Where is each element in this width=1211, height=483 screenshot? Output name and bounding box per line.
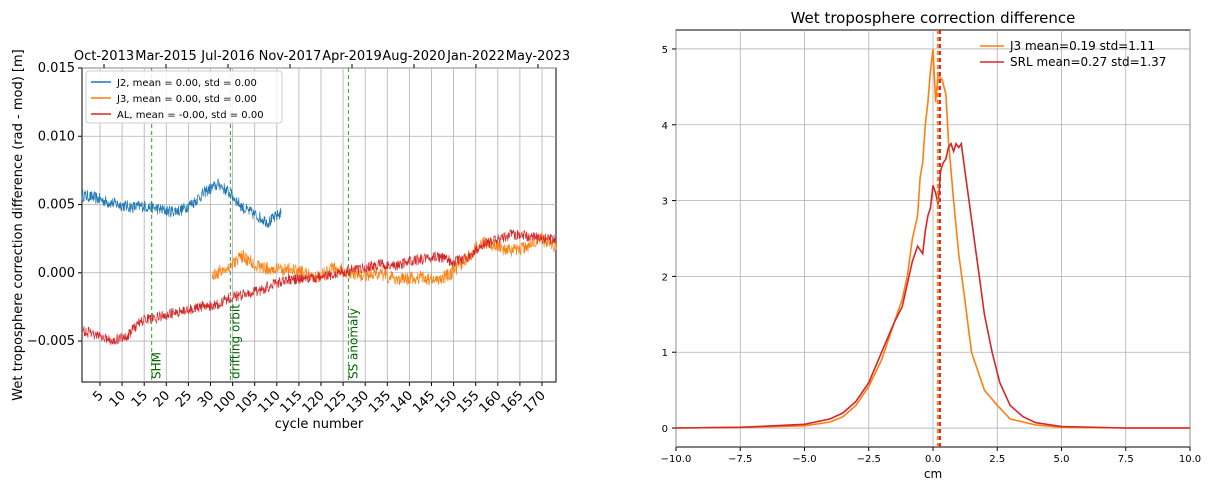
left-y-tick-label: −0.005 bbox=[27, 334, 75, 349]
left-top-tick-label: Aug-2020 bbox=[382, 49, 445, 64]
left-x-tick-label: 125 bbox=[322, 388, 350, 416]
right-legend-label: SRL mean=0.27 std=1.37 bbox=[1010, 55, 1166, 69]
left-series-line bbox=[212, 232, 557, 286]
right-x-tick-label: −5.0 bbox=[792, 454, 816, 465]
left-top-tick-label: Jan-2022 bbox=[446, 49, 505, 64]
left-x-tick-label: 10 bbox=[107, 388, 129, 410]
right-mean-lines bbox=[936, 30, 941, 447]
left-x-tick-label: 135 bbox=[366, 388, 394, 416]
left-top-ticks: Oct-2013 Mar-2015 Jul-2016 Nov-2017 Apr-2019… bbox=[74, 49, 570, 68]
right-gridlines bbox=[675, 30, 1191, 447]
left-top-tick-label: Apr-2019 bbox=[322, 49, 381, 64]
right-y-ticks: 0 1 2 3 4 5 bbox=[662, 45, 676, 435]
left-y-tick-label: 0.015 bbox=[38, 61, 75, 76]
right-x-ticks: −10.0 −7.5 −5.0 −2.5 0.0 2.5 5.0 7.5 10.0 bbox=[661, 447, 1201, 465]
left-x-tick-label: 170 bbox=[521, 388, 549, 416]
left-x-tick-label: 150 bbox=[432, 388, 460, 416]
left-x-tick-label: 155 bbox=[454, 388, 482, 416]
left-top-tick-label: Jul-2016 bbox=[200, 49, 254, 64]
right-x-tick-label: 10.0 bbox=[1179, 454, 1201, 465]
right-chart-title: Wet troposphere correction difference bbox=[791, 9, 1076, 27]
left-x-ticks: 5 10 15 20 25 3010010511011512012513013514014… bbox=[90, 382, 549, 416]
right-legend-label: J3 mean=0.19 std=1.11 bbox=[1009, 39, 1155, 53]
left-legend: J2, mean = 0.00, std = 0.00 J3, mean = 0.… bbox=[85, 70, 283, 124]
left-x-tick-label: 100 bbox=[211, 388, 239, 416]
left-x-tick-label: 5 bbox=[90, 388, 106, 404]
right-y-tick-label: 1 bbox=[662, 348, 668, 359]
left-y-tick-label: 0.005 bbox=[38, 198, 75, 213]
left-x-tick-label: 15 bbox=[129, 388, 151, 410]
right-y-tick-label: 3 bbox=[662, 197, 668, 208]
right-series-group bbox=[675, 48, 1190, 429]
left-x-tick-label: 145 bbox=[410, 388, 438, 416]
left-y-ticks: −0.005 0.000 0.005 0.010 0.015 bbox=[27, 61, 82, 349]
left-x-tick-label: 105 bbox=[233, 388, 261, 416]
left-top-tick-label: May-2023 bbox=[506, 49, 570, 64]
left-annotation-label: drifting orbit bbox=[228, 304, 242, 379]
left-legend-box bbox=[85, 70, 283, 124]
left-chart: SHM drifting orbit SS anomaly −0.005 0.000 0… bbox=[11, 49, 570, 432]
left-x-tick-label: 25 bbox=[173, 388, 195, 410]
left-legend-label: J3, mean = 0.00, std = 0.00 bbox=[116, 94, 257, 105]
left-x-tick-label: 110 bbox=[255, 388, 283, 416]
left-series-group bbox=[81, 178, 557, 346]
right-x-tick-label: −7.5 bbox=[728, 454, 752, 465]
left-x-tick-label: 115 bbox=[278, 388, 306, 416]
left-x-tick-label: 20 bbox=[151, 388, 173, 410]
left-y-axis-label: Wet troposphere correction difference (r… bbox=[11, 49, 26, 400]
right-x-tick-label: 2.5 bbox=[989, 454, 1005, 465]
right-x-tick-label: −10.0 bbox=[661, 454, 692, 465]
left-x-tick-label: 165 bbox=[499, 388, 527, 416]
right-series-line bbox=[675, 48, 1190, 429]
right-x-tick-label: 7.5 bbox=[1118, 454, 1134, 465]
right-x-tick-label: 5.0 bbox=[1054, 454, 1070, 465]
right-y-tick-label: 4 bbox=[662, 121, 668, 132]
left-top-tick-label: Oct-2013 bbox=[74, 49, 134, 64]
left-y-tick-label: 0.000 bbox=[38, 266, 75, 281]
left-x-axis-label: cycle number bbox=[275, 417, 364, 432]
left-annotation-label: SHM bbox=[150, 352, 164, 379]
left-x-tick-label: 160 bbox=[476, 388, 504, 416]
left-x-tick-label: 140 bbox=[388, 388, 416, 416]
right-x-tick-label: 0.0 bbox=[925, 454, 941, 465]
left-legend-label: J2, mean = 0.00, std = 0.00 bbox=[116, 78, 257, 89]
left-top-tick-label: Mar-2015 bbox=[135, 49, 196, 64]
left-x-tick-label: 120 bbox=[300, 388, 328, 416]
right-y-tick-label: 0 bbox=[662, 424, 668, 435]
left-legend-label: AL, mean = -0.00, std = 0.00 bbox=[117, 110, 264, 121]
left-top-tick-label: Nov-2017 bbox=[259, 49, 322, 64]
right-x-axis-label: cm bbox=[924, 467, 942, 481]
right-x-tick-label: −2.5 bbox=[857, 454, 881, 465]
left-series-line bbox=[81, 178, 282, 228]
right-y-tick-label: 5 bbox=[662, 45, 668, 56]
right-series-line bbox=[675, 141, 1190, 429]
right-chart: Wet troposphere correction difference 0 1… bbox=[661, 9, 1201, 481]
right-legend: J3 mean=0.19 std=1.11 SRL mean=0.27 std=1… bbox=[980, 39, 1166, 69]
left-annotation-label: SS anomaly bbox=[346, 308, 360, 379]
right-y-tick-label: 2 bbox=[662, 272, 668, 283]
left-annotations: SHM drifting orbit SS anomaly bbox=[150, 68, 360, 382]
left-series-line bbox=[81, 229, 557, 346]
left-x-tick-label: 130 bbox=[344, 388, 372, 416]
left-y-tick-label: 0.010 bbox=[38, 129, 75, 144]
